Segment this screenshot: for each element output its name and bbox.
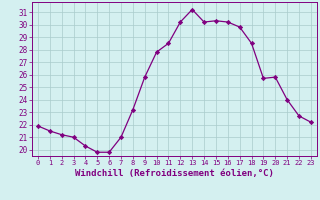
X-axis label: Windchill (Refroidissement éolien,°C): Windchill (Refroidissement éolien,°C) [75, 169, 274, 178]
